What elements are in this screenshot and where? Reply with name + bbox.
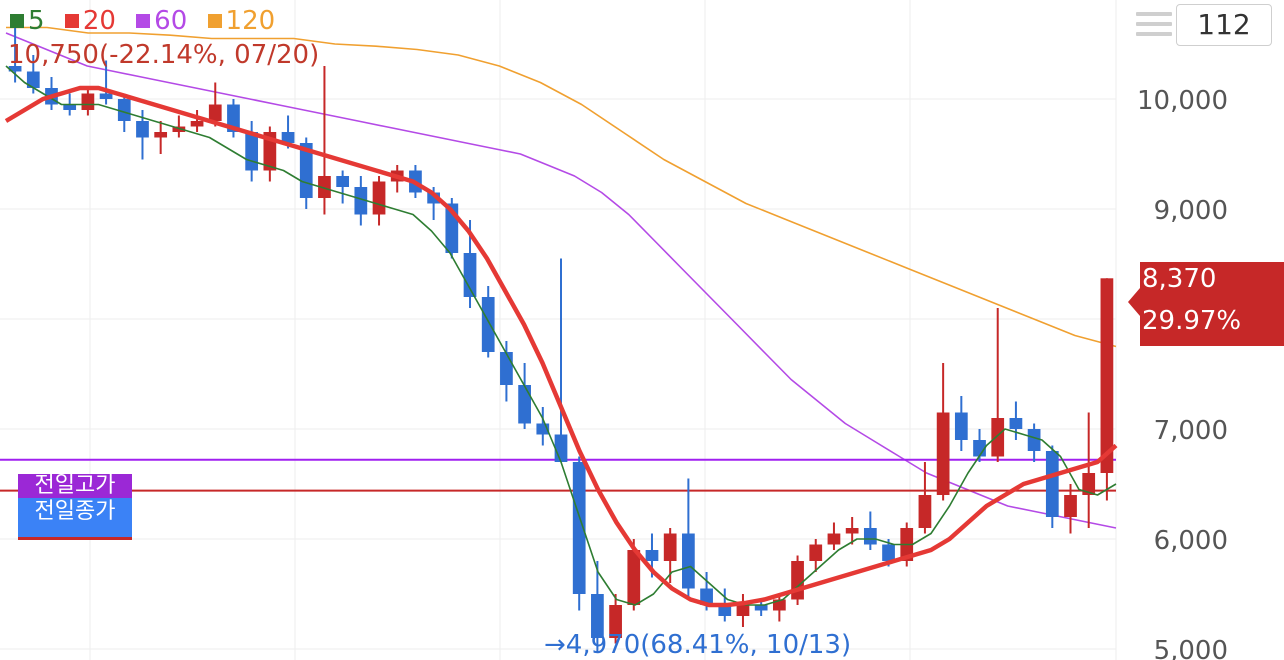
prev-close-tag: 전일종가 <box>18 498 132 540</box>
candle-body <box>772 599 786 611</box>
candle-body <box>1064 495 1077 517</box>
legend-swatch <box>207 14 222 28</box>
candle-body <box>791 561 804 600</box>
period-low-label: →4,970(68.41%, 10/13) <box>544 630 852 660</box>
candle-count-box[interactable]: 112 <box>1176 4 1272 46</box>
candle-body <box>481 297 495 352</box>
legend-swatch <box>64 14 79 28</box>
candle-body <box>336 176 350 187</box>
legend-ma60[interactable]: 60 <box>136 6 187 36</box>
candle-body <box>427 192 440 204</box>
candle-body <box>354 187 368 215</box>
candle-body <box>318 176 331 198</box>
legend-label: 20 <box>82 6 116 36</box>
chart-grid <box>0 0 1117 660</box>
ma-20-line <box>4 85 1118 608</box>
ma-20-path <box>4 85 1118 608</box>
prev-high-tag: 전일고가 <box>18 474 132 498</box>
ma-5-line <box>5 65 1117 606</box>
current-change: 29.97% <box>1142 306 1242 336</box>
candle-body <box>536 423 550 435</box>
legend-label: 120 <box>225 6 276 36</box>
ma-120-path <box>6 26 1117 348</box>
ma-5-path <box>5 65 1117 606</box>
candle-body <box>736 605 750 616</box>
y-tick-label: 7,000 <box>1154 416 1228 446</box>
y-tick-label: 5,000 <box>1154 636 1228 660</box>
candle-body <box>718 605 732 616</box>
candle-body <box>572 462 586 594</box>
candle-body <box>663 533 677 561</box>
y-tick-label: 6,000 <box>1154 526 1228 556</box>
y-tick-label: 10,000 <box>1137 86 1228 116</box>
candle-body <box>554 434 568 462</box>
candle-body <box>154 132 168 138</box>
candle-body <box>1009 418 1023 429</box>
candle-body <box>63 104 77 110</box>
candle-body <box>954 412 968 440</box>
candle-body <box>682 533 695 589</box>
candle-body <box>882 544 895 561</box>
candle-body <box>208 104 222 121</box>
candle-body <box>1027 429 1041 451</box>
candle-body <box>518 385 531 424</box>
candle-body <box>8 66 22 72</box>
candle-body <box>281 132 295 143</box>
candle-body <box>936 412 950 495</box>
candle-body <box>645 550 659 561</box>
candle-body <box>81 93 95 110</box>
legend-swatch <box>136 14 151 28</box>
candle-body <box>1082 473 1096 495</box>
candle-body <box>991 418 1005 457</box>
candle-body <box>627 550 641 605</box>
candle-body <box>827 533 841 545</box>
legend-ma120[interactable]: 120 <box>207 6 276 36</box>
current-price-tag: 8,370 29.97% <box>1128 262 1284 346</box>
y-tick-label: 9,000 <box>1154 196 1228 226</box>
candle-body <box>845 528 859 534</box>
legend: 5 20 60 120 <box>10 6 287 36</box>
candle-body <box>918 495 932 528</box>
period-low-value: 4,970(68.41%, 10/13) <box>565 630 852 660</box>
price-tag-shape <box>1128 262 1284 346</box>
candle-body <box>117 99 131 121</box>
ma-60-line <box>5 32 1117 529</box>
ma-120-line <box>6 26 1117 348</box>
candle-body <box>863 528 877 545</box>
legend-swatch <box>10 14 24 28</box>
candle-body <box>609 605 622 638</box>
period-high-label: 10,750(-22.14%, 07/20) <box>8 40 320 70</box>
candle-body <box>190 121 204 127</box>
candle-body <box>591 594 604 638</box>
candle-body <box>172 126 186 132</box>
current-price: 8,370 <box>1142 264 1217 294</box>
candle-body <box>500 352 513 385</box>
candle-body <box>463 253 477 297</box>
candle-body <box>754 605 768 611</box>
candle-body <box>372 181 386 215</box>
candle-body <box>136 121 149 138</box>
ma-60-path <box>5 32 1117 529</box>
legend-label: 5 <box>28 6 45 36</box>
candle-body <box>245 132 259 171</box>
menu-icon[interactable] <box>1136 6 1172 46</box>
legend-label: 60 <box>154 6 188 36</box>
candle-body <box>1100 278 1114 473</box>
legend-ma5[interactable]: 5 <box>10 6 45 36</box>
candle-body <box>700 588 713 605</box>
legend-ma20[interactable]: 20 <box>64 6 116 36</box>
candle-body <box>809 544 823 561</box>
candle-body <box>1045 451 1059 517</box>
candle-body <box>99 93 113 99</box>
candle-body <box>26 71 40 88</box>
